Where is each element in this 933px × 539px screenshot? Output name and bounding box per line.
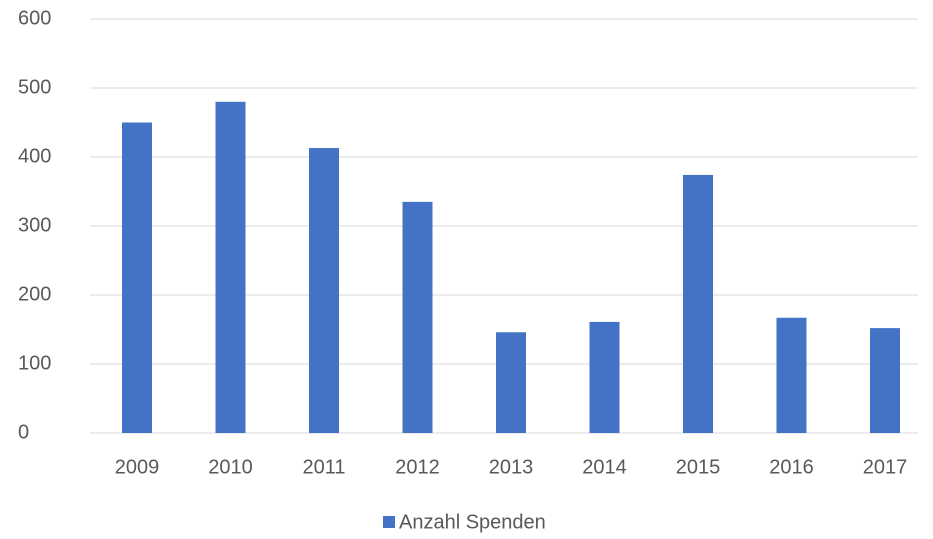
- bar: [870, 328, 900, 433]
- bar: [683, 174, 713, 433]
- x-tick-label: 2014: [582, 456, 627, 478]
- y-tick-label: 600: [18, 7, 51, 29]
- y-tick-label: 400: [18, 145, 51, 167]
- y-tick-label: 100: [18, 352, 51, 374]
- x-tick-label: 2012: [395, 456, 440, 478]
- x-tick-label: 2017: [863, 456, 908, 478]
- legend-label: Anzahl Spenden: [399, 511, 546, 533]
- bar: [589, 321, 620, 433]
- y-tick-label: 500: [18, 76, 51, 98]
- y-tick-label: 0: [18, 421, 29, 443]
- bar: [122, 122, 152, 433]
- y-tick-label: 300: [18, 214, 51, 236]
- x-tick-label: 2016: [769, 456, 814, 478]
- x-tick-label: 2011: [302, 456, 345, 478]
- bar: [496, 332, 526, 433]
- bar: [776, 317, 807, 433]
- legend-swatch: [383, 516, 395, 528]
- bar: [309, 148, 339, 433]
- x-tick-label: 2015: [676, 456, 721, 478]
- x-tick-label: 2010: [208, 456, 253, 478]
- x-tick-label: 2013: [489, 456, 534, 478]
- bar: [215, 101, 246, 434]
- bar: [402, 201, 433, 433]
- x-tick-label: 2009: [115, 456, 160, 478]
- y-tick-label: 200: [18, 283, 51, 305]
